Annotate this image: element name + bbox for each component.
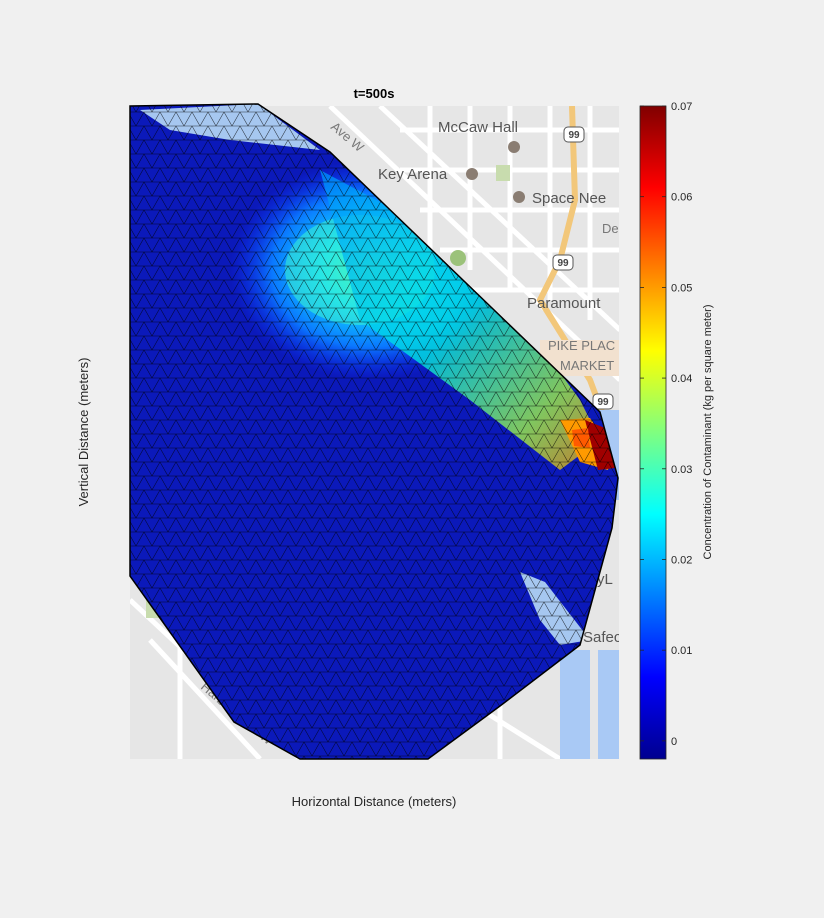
- x-axis-label: Horizontal Distance (meters): [292, 794, 457, 809]
- colorbar-gradient: [639, 105, 667, 760]
- colorbar-tick-label: 0.07: [671, 101, 692, 113]
- colorbar-tick-label: 0.06: [671, 192, 692, 204]
- map-label: Safec: [583, 629, 622, 646]
- map-pin-icon: [508, 141, 520, 153]
- map-pin-icon: [513, 191, 525, 203]
- map-pin-icon: [466, 168, 478, 180]
- y-axis-label: Vertical Distance (meters): [76, 358, 91, 507]
- svg-text:99: 99: [597, 397, 609, 408]
- map-label: Key Arena: [378, 166, 448, 183]
- highway-shield-icon: 99: [552, 254, 574, 271]
- svg-text:99: 99: [557, 258, 569, 269]
- colorbar-tick-label: 0.04: [671, 373, 692, 385]
- map-label: MARKET: [560, 358, 614, 373]
- svg-text:99: 99: [568, 130, 580, 141]
- colorbar-tick-label: 0.01: [671, 645, 692, 657]
- colorbar-tick-label: 0.05: [671, 282, 692, 294]
- colorbar-tick-label: 0.03: [671, 464, 692, 476]
- highway-shield-icon: 99: [563, 126, 585, 143]
- colorbar-tick-label: 0.02: [671, 554, 692, 566]
- colorbar-ticks: 0 0.01 0.02 0.03 0.04 0.05 0.06 0.07: [640, 101, 692, 748]
- map-label: yL: [597, 571, 613, 588]
- map-label: McCaw Hall: [438, 119, 518, 136]
- highway-shield-icon: 99: [592, 393, 614, 410]
- chart-title: t=500s: [354, 86, 395, 101]
- map-label: Paramount: [527, 295, 601, 312]
- colorbar-label: Concentration of Contaminant (kg per squ…: [702, 305, 714, 560]
- map-label: Der: [602, 221, 624, 236]
- map-label: Space Nee: [532, 190, 606, 207]
- colorbar: 0 0.01 0.02 0.03 0.04 0.05 0.06 0.07 Concentrat…: [639, 101, 714, 760]
- colorbar-tick-label: 0: [671, 736, 677, 748]
- map-label: PIKE PLAC: [548, 338, 615, 353]
